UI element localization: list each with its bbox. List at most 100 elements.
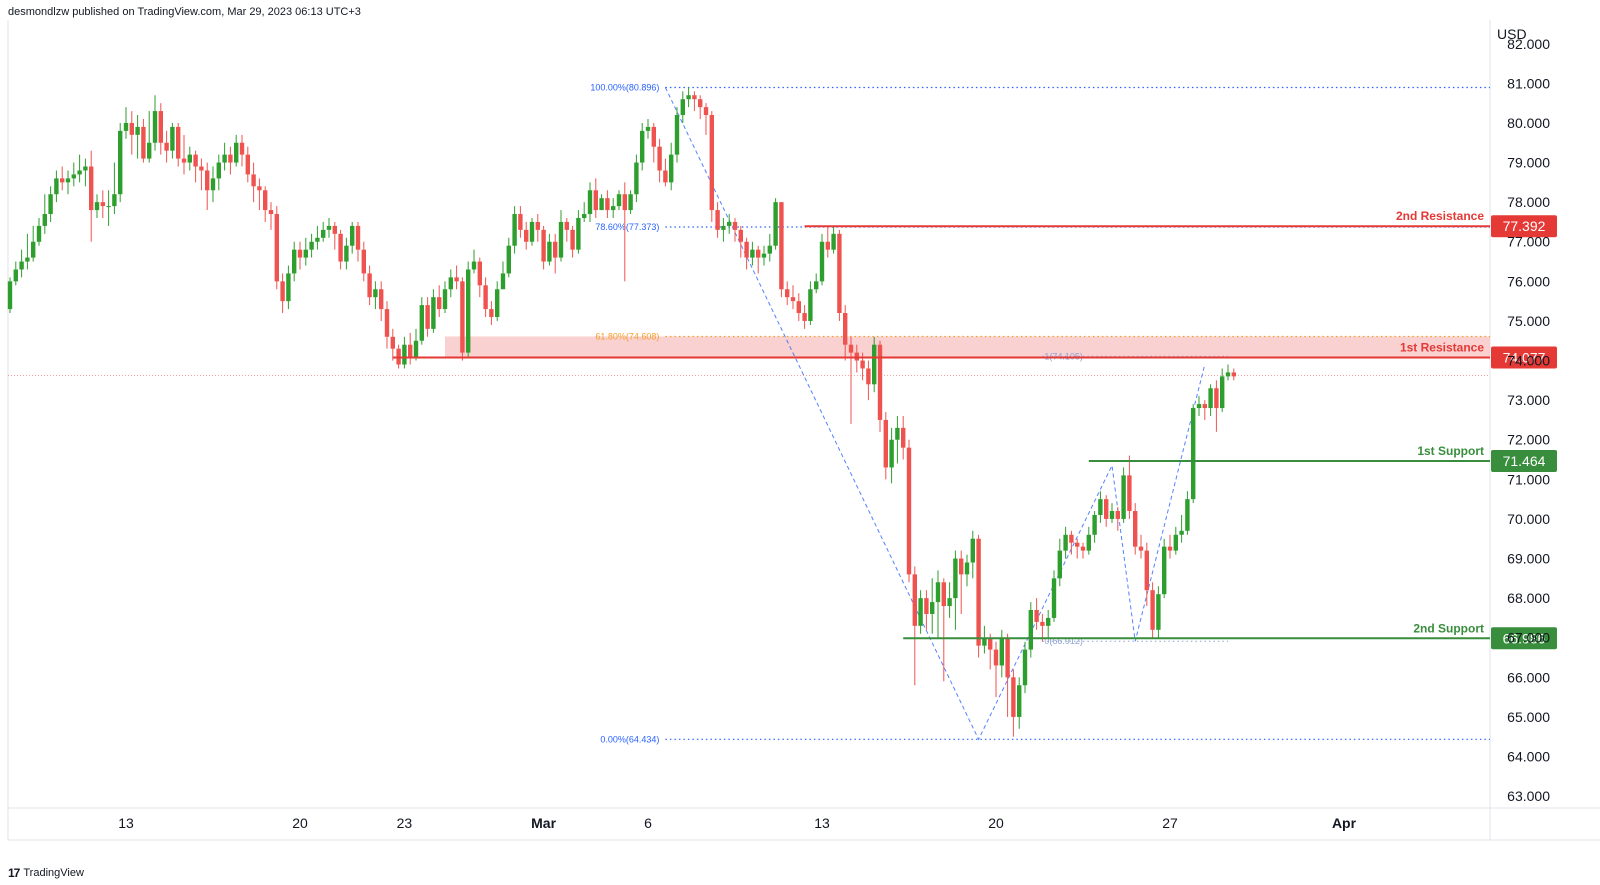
candle[interactable] — [1040, 613, 1045, 642]
candle[interactable] — [112, 162, 117, 215]
candle[interactable] — [367, 265, 372, 306]
candle[interactable] — [309, 233, 314, 258]
candle[interactable] — [1156, 586, 1161, 638]
candle[interactable] — [129, 111, 134, 155]
candle[interactable] — [1063, 526, 1068, 559]
candle[interactable] — [616, 190, 622, 211]
candle[interactable] — [326, 217, 332, 238]
candle[interactable] — [448, 269, 453, 298]
candle[interactable] — [54, 170, 59, 203]
candle[interactable] — [564, 217, 569, 242]
candle[interactable] — [993, 641, 999, 698]
candle[interactable] — [442, 281, 448, 314]
candle[interactable] — [1167, 534, 1173, 559]
candle[interactable] — [228, 146, 233, 175]
candle[interactable] — [193, 150, 198, 183]
candle[interactable] — [1231, 368, 1236, 381]
candle[interactable] — [1005, 633, 1010, 717]
candle[interactable] — [332, 221, 337, 250]
candle[interactable] — [1225, 364, 1231, 381]
candle[interactable] — [1144, 542, 1149, 607]
candle[interactable] — [495, 281, 500, 321]
candle[interactable] — [785, 281, 790, 306]
candle[interactable] — [790, 285, 796, 310]
candle[interactable] — [1046, 610, 1051, 638]
candle[interactable] — [1086, 526, 1091, 555]
candle[interactable] — [825, 225, 830, 258]
resistance-zone[interactable] — [445, 336, 1490, 358]
candle[interactable] — [819, 233, 825, 286]
candle[interactable] — [222, 142, 227, 171]
candle[interactable] — [123, 107, 129, 139]
candle[interactable] — [1104, 495, 1109, 527]
candle[interactable] — [779, 202, 784, 298]
candle[interactable] — [837, 229, 842, 321]
candle[interactable] — [976, 534, 981, 658]
candle[interactable] — [877, 340, 883, 432]
candle[interactable] — [437, 285, 442, 317]
candle[interactable] — [1017, 677, 1022, 729]
candle[interactable] — [210, 166, 216, 203]
candle[interactable] — [60, 166, 65, 191]
candle[interactable] — [216, 154, 221, 191]
candle[interactable] — [970, 530, 975, 579]
candle[interactable] — [1080, 542, 1086, 559]
candle[interactable] — [982, 625, 987, 654]
candle[interactable] — [796, 293, 801, 321]
candle[interactable] — [471, 249, 477, 274]
candle[interactable] — [1202, 400, 1207, 420]
candle[interactable] — [100, 190, 105, 218]
candle[interactable] — [315, 225, 320, 250]
candle[interactable] — [483, 277, 488, 317]
candle[interactable] — [558, 210, 564, 262]
candle[interactable] — [170, 122, 175, 159]
candle[interactable] — [872, 336, 877, 393]
candle[interactable] — [384, 301, 390, 349]
candle[interactable] — [941, 578, 946, 682]
candle[interactable] — [732, 217, 738, 242]
candle[interactable] — [390, 328, 395, 361]
candle[interactable] — [750, 241, 755, 266]
candle[interactable] — [1191, 404, 1196, 504]
candle[interactable] — [518, 206, 523, 238]
candle[interactable] — [83, 158, 88, 187]
candle[interactable] — [906, 439, 912, 583]
candle[interactable] — [42, 194, 47, 234]
candle[interactable] — [895, 415, 900, 464]
candle[interactable] — [843, 305, 848, 361]
candle[interactable] — [245, 146, 250, 183]
candle[interactable] — [605, 190, 610, 218]
candle[interactable] — [297, 241, 303, 270]
candle[interactable] — [361, 241, 366, 282]
candle[interactable] — [773, 198, 778, 250]
candle[interactable] — [669, 142, 674, 191]
candle[interactable] — [280, 273, 285, 314]
candle[interactable] — [181, 134, 187, 175]
candle[interactable] — [7, 277, 13, 314]
candle[interactable] — [657, 138, 662, 183]
candle[interactable] — [48, 186, 53, 222]
candle[interactable] — [1121, 467, 1126, 523]
candle[interactable] — [727, 214, 732, 234]
candle[interactable] — [848, 336, 854, 424]
candle[interactable] — [831, 225, 836, 254]
candle[interactable] — [344, 237, 349, 270]
candle[interactable] — [756, 245, 761, 274]
candle[interactable] — [553, 233, 558, 274]
candle[interactable] — [251, 162, 256, 203]
candle[interactable] — [686, 87, 691, 108]
candle[interactable] — [263, 186, 268, 222]
candle[interactable] — [1022, 641, 1028, 694]
candle[interactable] — [274, 206, 279, 290]
candle[interactable] — [1098, 491, 1103, 523]
candle[interactable] — [94, 194, 100, 218]
candle[interactable] — [721, 217, 726, 242]
candle[interactable] — [373, 281, 378, 310]
candle[interactable] — [576, 210, 581, 254]
level-price-tag[interactable] — [1491, 346, 1557, 369]
candle[interactable] — [158, 103, 163, 155]
candle[interactable] — [883, 412, 888, 480]
candle[interactable] — [1057, 538, 1062, 587]
candle[interactable] — [118, 122, 123, 203]
candle[interactable] — [466, 261, 471, 357]
